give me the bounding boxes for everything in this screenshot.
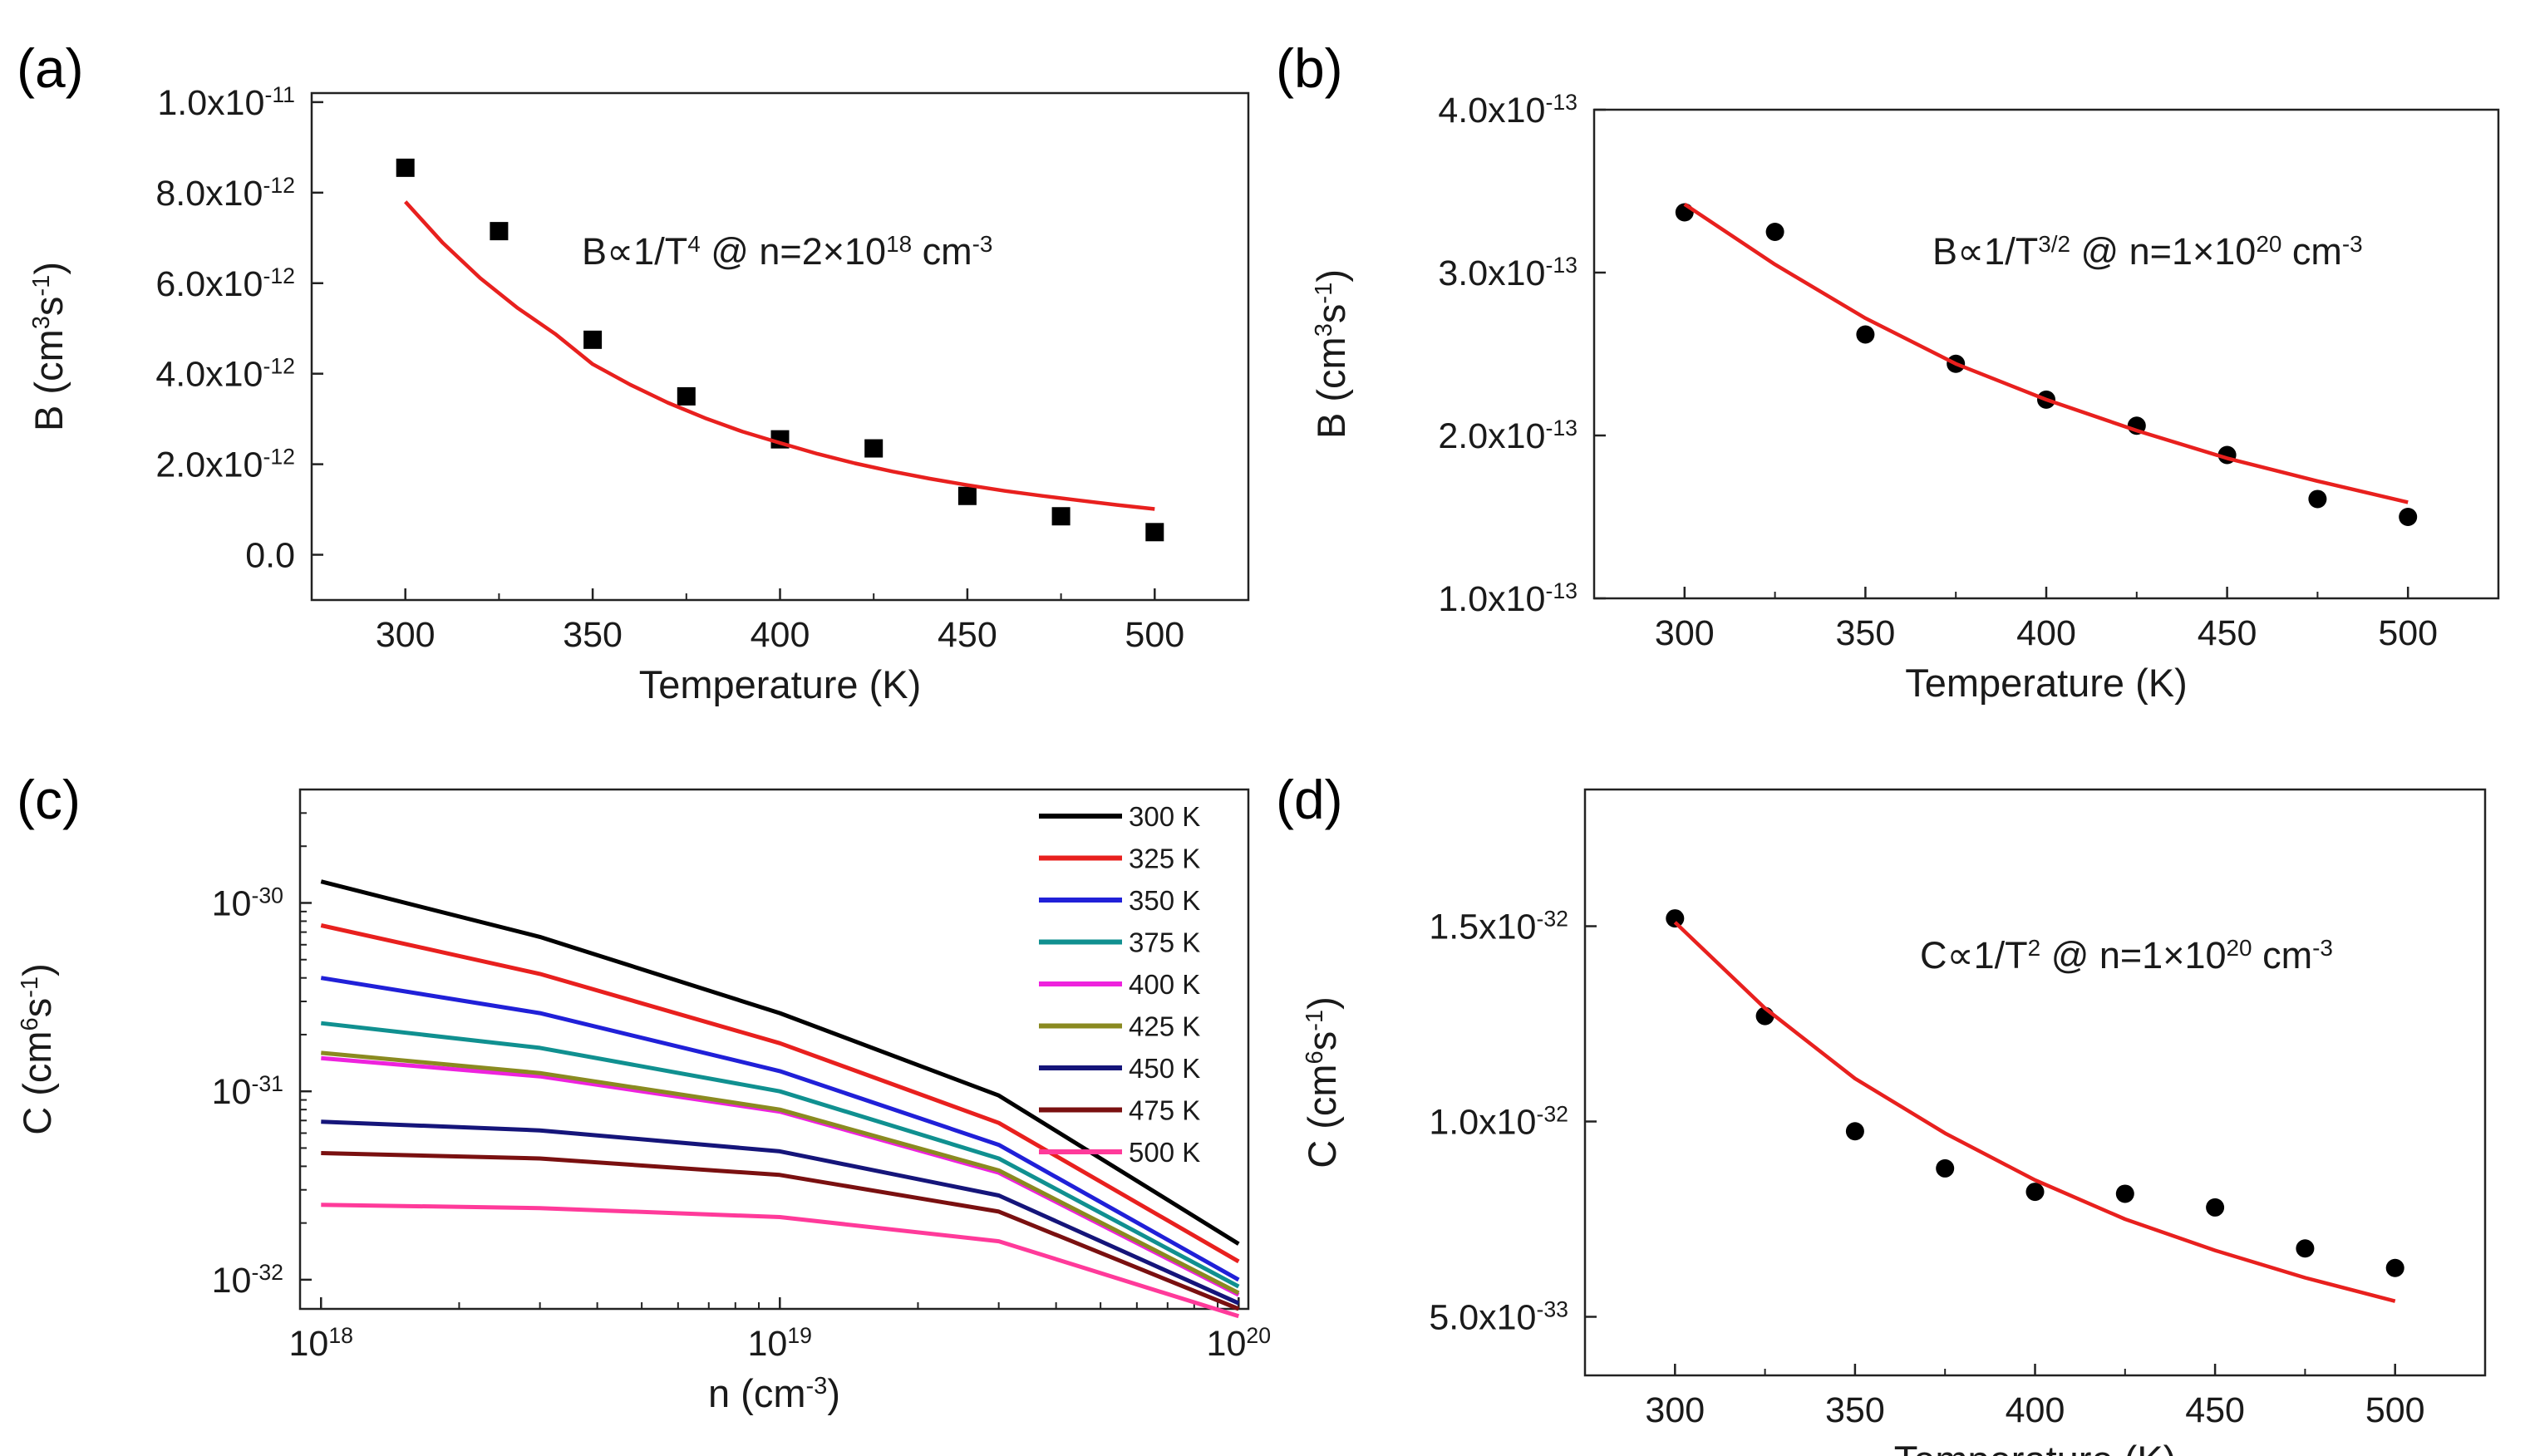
y-tick-label: 1.5x10-32: [1429, 907, 1568, 947]
y-tick-label: 8.0x10-12: [155, 173, 295, 214]
y-tick-label: 2.0x10-12: [155, 445, 295, 485]
y-tick-label: 3.0x10-13: [1438, 253, 1578, 293]
y-axis-title: C (cm6s-1): [15, 963, 59, 1135]
x-tick-label: 300: [376, 615, 436, 655]
chart-panel-b: (b) 300 350 400 450 500 1.0x10-13 2.0x10-13 3.0x…: [1276, 37, 2500, 705]
x-tick-label: 400: [751, 615, 810, 655]
data-point: [2025, 1183, 2045, 1202]
panel-label: (c): [17, 769, 81, 830]
y-tick-label: 4.0x10-12: [155, 354, 295, 395]
plot-frame: [310, 91, 1250, 602]
data-point: [1856, 325, 1875, 344]
data-point: [583, 330, 603, 349]
legend-label: 400 K: [1129, 969, 1200, 1000]
legend-label: 300 K: [1129, 801, 1200, 832]
x-tick-label: 350: [1836, 613, 1896, 653]
legend-label: 375 K: [1129, 927, 1200, 958]
data-point: [490, 222, 509, 241]
chart-panel-d: (d) 300 350 400 450 500 5.0x10-33 1.0x10-32 1.5x…: [1276, 769, 2487, 1456]
data-point: [2115, 1184, 2134, 1203]
fit-annotation: B∝1/T4 @ n=2×1018 cm-3: [582, 230, 992, 273]
x-tick-label: 1020: [1207, 1323, 1272, 1364]
x-tick-label: 350: [563, 615, 623, 655]
data-point: [2308, 489, 2327, 509]
x-tick-label: 400: [2006, 1390, 2065, 1430]
y-tick-label: 1.0x10-32: [1429, 1102, 1568, 1143]
fit-annotation: C∝1/T2 @ n=1×1020 cm-3: [1920, 934, 2333, 976]
data-point: [1666, 909, 1685, 928]
data-point: [2399, 508, 2418, 526]
y-tick-label: 10-32: [212, 1260, 283, 1301]
y-axis-title: B (cm3s-1): [1309, 269, 1353, 439]
fit-annotation: B∝1/T3/2 @ n=1×1020 cm-3: [1932, 230, 2363, 273]
data-point: [1845, 1122, 1864, 1141]
legend-label: 325 K: [1129, 844, 1200, 874]
y-tick-label: 2.0x10-13: [1438, 416, 1578, 456]
data-point: [677, 386, 696, 406]
y-axis-title: B (cm3s-1): [27, 262, 71, 431]
series-line-fit: [1683, 202, 2409, 504]
series-line-300-k: [320, 879, 1240, 1246]
x-tick-label: 450: [2198, 613, 2257, 653]
x-tick-label: 500: [2365, 1390, 2425, 1430]
plot-frame: [1583, 788, 2487, 1377]
y-tick-label: 5.0x10-33: [1429, 1297, 1568, 1338]
x-tick-label: 350: [1825, 1390, 1885, 1430]
data-point: [2385, 1258, 2404, 1277]
series-line-475-k: [321, 1151, 1240, 1311]
data-point: [864, 439, 884, 458]
plot-frame: [298, 788, 1250, 1311]
chart-panel-a: (a) 300 350 400 450 500 0.0 2.0x10-12 4.0x10-12 6…: [17, 37, 1250, 706]
x-axis-title: Temperature (K): [639, 662, 922, 706]
x-axis-title: Temperature (K): [1905, 661, 2188, 705]
data-point: [1765, 223, 1784, 241]
plot-frame: [1592, 108, 2500, 600]
y-tick-label: 10-31: [212, 1071, 283, 1112]
legend-label: 500 K: [1129, 1137, 1200, 1168]
series-line-500-k: [321, 1203, 1240, 1319]
legend-label: 475 K: [1129, 1095, 1200, 1126]
data-point: [1051, 507, 1071, 526]
panel-label: (a): [17, 37, 84, 99]
y-tick-label: 0.0: [245, 536, 295, 576]
series-line-450-k: [321, 1119, 1240, 1306]
series-line-fit: [1673, 921, 2396, 1303]
x-axis-title: n (cm-3): [708, 1371, 840, 1415]
y-axis-title: C (cm6s-1): [1300, 996, 1344, 1168]
x-tick-label: 1018: [289, 1323, 354, 1364]
x-tick-label: 500: [2378, 613, 2438, 653]
legend-label: 425 K: [1129, 1011, 1200, 1042]
x-tick-label: 400: [2016, 613, 2076, 653]
data-point: [1936, 1158, 1955, 1178]
data-point: [957, 486, 977, 505]
x-tick-label: 500: [1125, 615, 1184, 655]
x-tick-label: 450: [938, 615, 997, 655]
x-tick-label: 300: [1645, 1390, 1705, 1430]
data-point: [2296, 1239, 2315, 1258]
series-line-375-k: [321, 1021, 1240, 1289]
y-tick-label: 4.0x10-13: [1438, 90, 1578, 130]
y-tick-label: 6.0x10-12: [155, 263, 295, 304]
legend-label: 350 K: [1129, 885, 1200, 916]
series-line-325-k: [320, 923, 1240, 1264]
x-axis-title: Temperature (K): [1894, 1438, 2177, 1456]
x-tick-label: 1019: [748, 1323, 813, 1364]
series-line-425-k: [321, 1050, 1240, 1296]
series-line-350-k: [320, 976, 1240, 1282]
data-point: [2206, 1198, 2225, 1217]
series-line-fit: [404, 200, 1155, 511]
chart-panel-c: (c) 1018 1019 1020 10-32 10-31 10-30 n (cm-3) C …: [15, 769, 1271, 1415]
data-point: [1145, 523, 1164, 542]
y-tick-label: 1.0x10-11: [157, 82, 295, 123]
panel-label: (d): [1276, 769, 1343, 830]
y-tick-label: 10-30: [212, 883, 283, 923]
x-tick-label: 300: [1655, 613, 1715, 653]
legend-label: 450 K: [1129, 1053, 1200, 1084]
y-tick-label: 1.0x10-13: [1438, 578, 1578, 619]
panel-label: (b): [1276, 37, 1343, 99]
x-tick-label: 450: [2185, 1390, 2245, 1430]
data-point: [396, 158, 415, 177]
